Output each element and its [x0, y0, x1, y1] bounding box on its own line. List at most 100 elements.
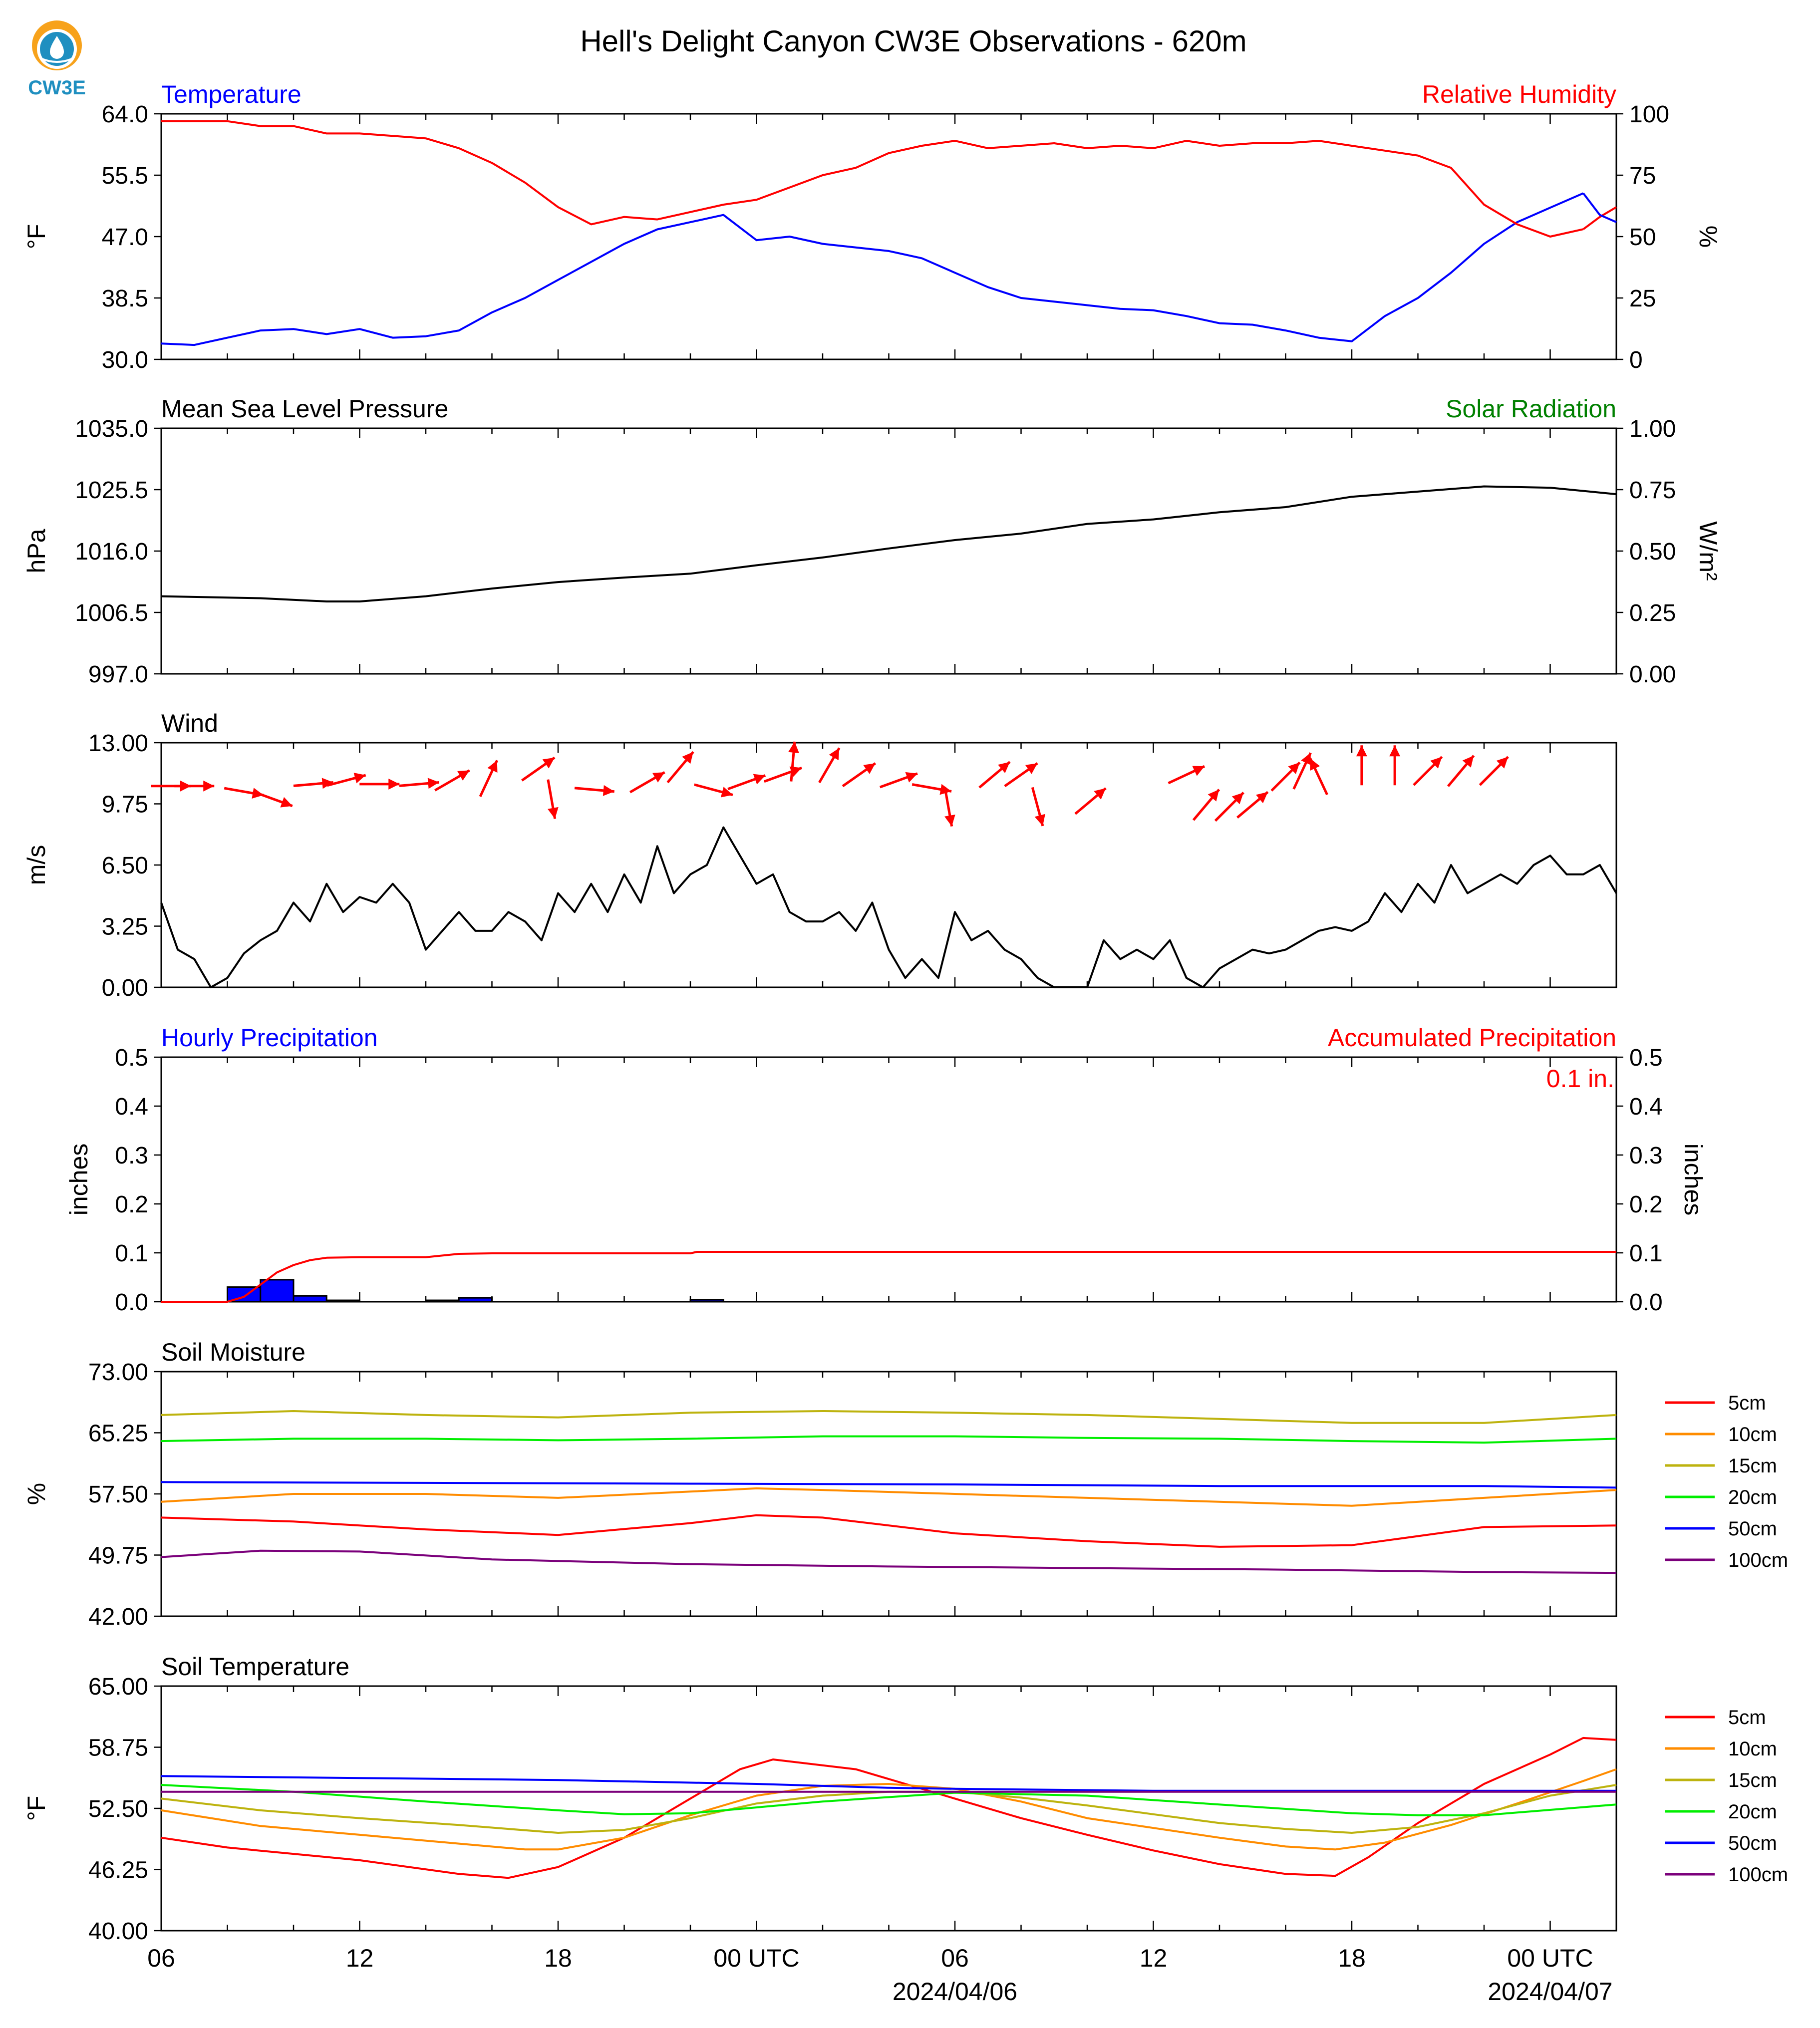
wind-arrow-icon	[521, 756, 556, 782]
wind-arrow-head	[1034, 814, 1045, 826]
wind-arrow-icon	[547, 779, 559, 819]
y-axis-label-right: %	[1694, 226, 1722, 248]
wind-arrow-head	[998, 762, 1010, 773]
legend-label: 20cm	[1728, 1801, 1777, 1823]
wind-arrow-head	[1192, 766, 1205, 776]
wind-arrow-icon	[399, 778, 439, 789]
wind-arrow-icon	[174, 780, 215, 792]
legend-label: 15cm	[1728, 1769, 1777, 1791]
panel-title-left: Hourly Precipitation	[161, 1024, 378, 1052]
wind-arrow-head	[905, 772, 917, 783]
panel-soil_temperature: 40.00 46.25 52.50 58.75 65.00 Soil Temperatur…	[22, 1653, 1788, 1945]
y-tick-label: 0.4	[115, 1094, 148, 1120]
wind-arrow-icon	[727, 774, 766, 791]
y-tick-label-right: 0.4	[1629, 1094, 1663, 1120]
panels: 30.0 38.5 47.0 55.5 64.0 0 25 50 75 100 Temperatur…	[22, 80, 1788, 1945]
x-tick-label: 12	[1140, 1944, 1168, 1972]
y-tick-label: 0.1	[115, 1240, 148, 1267]
wind-arrow-icon	[434, 769, 470, 792]
legend-label: 5cm	[1728, 1707, 1766, 1729]
y-tick-label: 0.5	[115, 1045, 148, 1071]
x-tick-label: 06	[941, 1944, 969, 1972]
y-axis-label: hPa	[22, 529, 50, 573]
series-line-relative-humidity	[1582, 206, 1617, 230]
legend-label: 50cm	[1728, 1518, 1777, 1540]
y-tick-label: 65.25	[88, 1421, 148, 1447]
y-tick-label: 73.00	[88, 1359, 148, 1386]
wind-arrow-head	[203, 780, 215, 792]
y-tick-label: 0.00	[102, 975, 148, 1001]
wind-arrow-head	[542, 757, 555, 769]
plot-frame	[160, 1056, 1617, 1303]
y-tick-label: 997.0	[88, 661, 148, 688]
wind-arrow-head	[1025, 763, 1038, 774]
x-tick-label: 18	[1338, 1944, 1366, 1972]
y-tick-label: 1016.0	[75, 539, 148, 565]
x-date-label: 2024/04/07	[1488, 1978, 1612, 2006]
x-tick-label: 00 UTC	[1507, 1944, 1593, 1972]
y-tick-label-right: 75	[1629, 163, 1656, 189]
precip-bar	[293, 1295, 327, 1303]
accumulated-total-annotation: 0.1 in.	[1546, 1065, 1614, 1093]
y-tick-label: 58.75	[88, 1735, 148, 1761]
wind-arrow-icon	[666, 751, 694, 784]
y-tick-label: 0.3	[115, 1143, 148, 1169]
wind-arrow-head	[788, 741, 799, 753]
wind-arrow-icon	[788, 741, 799, 782]
wind-arrow-icon	[1389, 745, 1401, 786]
y-axis-label-right: W/m²	[1694, 521, 1722, 580]
wind-arrow-head	[603, 785, 614, 796]
wind-arrow-icon	[359, 778, 400, 790]
wind-arrow-head	[548, 807, 559, 819]
legend-label: 5cm	[1728, 1392, 1766, 1414]
y-axis-label: m/s	[22, 845, 50, 885]
panel-title-left: Temperature	[161, 80, 302, 108]
legend-label: 10cm	[1728, 1738, 1777, 1760]
x-tick-label: 00 UTC	[713, 1944, 799, 1972]
wind-arrow-head	[863, 763, 876, 774]
legend-label: 100cm	[1728, 1864, 1788, 1886]
series-line-20cm	[161, 1435, 1617, 1444]
wind-arrow-head	[321, 778, 333, 789]
y-tick-label-right: 0.0	[1629, 1289, 1663, 1316]
y-tick-label: 40.00	[88, 1918, 148, 1945]
y-tick-label: 1025.5	[75, 477, 148, 504]
y-tick-label: 46.25	[88, 1857, 148, 1884]
wind-arrow-icon	[1479, 756, 1509, 786]
wind-arrow-icon	[943, 787, 955, 827]
wind-arrow-icon	[479, 760, 499, 797]
y-axis-label: °F	[22, 224, 50, 250]
wind-arrow-head	[487, 760, 498, 773]
series-line-temperature	[1582, 192, 1617, 223]
wind-arrow-head	[1310, 758, 1320, 771]
wind-arrow-icon	[1236, 791, 1269, 819]
y-tick-label-right: 0.1	[1629, 1240, 1663, 1267]
y-tick-label: 64.0	[102, 101, 148, 128]
panel-precip: 0.0 0.1 0.2 0.3 0.4 0.5 0.0 0.1 0.2 0.3 0.4 0.5 Hour…	[65, 1024, 1707, 1316]
wind-arrow-icon	[1309, 758, 1328, 796]
series-line-relative-humidity	[161, 120, 1584, 238]
wind-arrow-head	[1288, 762, 1300, 774]
wind-arrow-icon	[574, 785, 614, 796]
y-tick-label: 65.00	[88, 1674, 148, 1700]
precip-bar	[260, 1279, 295, 1303]
x-axis-labels: 06 12 18 00 UTC 06 12 18 00 UTC 2024/04/…	[147, 1944, 1612, 2006]
y-tick-label: 0.0	[115, 1289, 148, 1316]
wind-arrow-head	[1208, 789, 1219, 802]
wind-arrow-head	[1356, 745, 1367, 757]
x-tick-label: 06	[147, 1944, 175, 1972]
precip-bar	[458, 1297, 493, 1303]
y-tick-label-right: 0.3	[1629, 1143, 1663, 1169]
figure-title: Hell's Delight Canyon CW3E Observations …	[580, 24, 1246, 58]
y-tick-label: 52.50	[88, 1796, 148, 1822]
series-line-10cm	[161, 1487, 1617, 1507]
y-tick-label-right: 0.75	[1629, 477, 1676, 504]
wind-arrow-head	[1301, 753, 1311, 765]
panel-title-right: Solar Radiation	[1446, 395, 1616, 423]
y-axis-label-right: inches	[1679, 1144, 1707, 1216]
y-tick-label-right: 0.25	[1629, 600, 1676, 626]
wind-arrow-icon	[1292, 752, 1312, 790]
wind-arrow-head	[353, 773, 366, 784]
y-tick-label: 57.50	[88, 1481, 148, 1508]
wind-arrow-head	[1231, 792, 1244, 805]
